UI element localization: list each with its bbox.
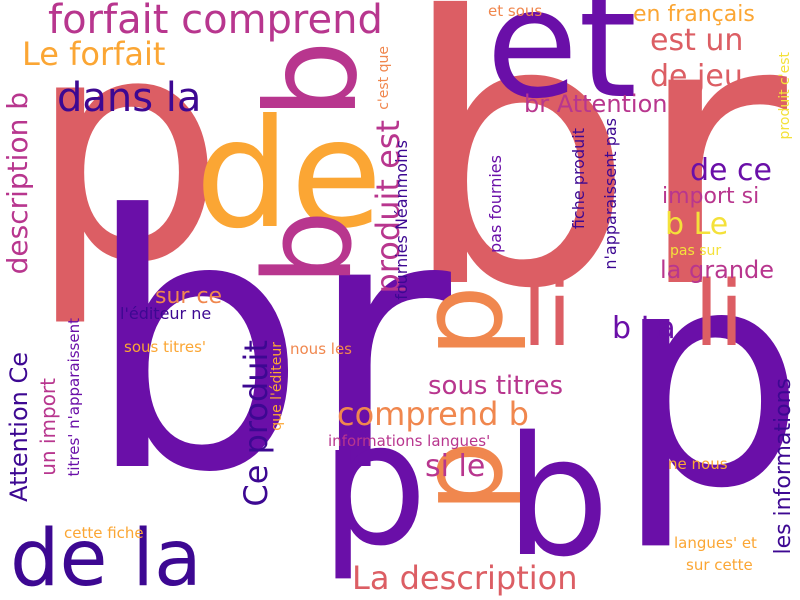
word-informations-langues: informations langues' — [328, 432, 491, 450]
word-pas-sur: pas sur — [670, 243, 722, 259]
word-cest-que: c'est que — [376, 46, 392, 110]
word-attention-ce: Attention Ce — [5, 352, 33, 502]
word-sous-titres: sous titres — [428, 371, 564, 401]
word-de-ce: de ce — [690, 153, 772, 188]
word-nous-les: nous les — [290, 340, 352, 358]
word-li-left: li — [522, 262, 573, 367]
word-un-import: un import — [36, 378, 60, 476]
word-et: et — [486, 0, 638, 132]
word-b-le: b Le — [665, 207, 729, 242]
word-lediteur-ne: l'éditeur ne — [120, 304, 212, 323]
word-p-mid: p — [320, 386, 428, 584]
word-b-lower: b — [505, 401, 610, 593]
word-sur-cette: sur cette — [686, 556, 753, 574]
word-le-forfait: Le forfait — [22, 35, 166, 73]
word-dans-la: dans la — [57, 75, 202, 121]
word-en-francais: en français — [633, 2, 755, 27]
word-sur-ce: sur ce — [155, 284, 223, 309]
word-et-sous: et sous — [488, 2, 543, 20]
word-fournies-neanmoins: fournies Néanmoins — [392, 140, 411, 300]
word-b-upper: b — [240, 40, 385, 120]
word-b-center: b — [240, 210, 379, 287]
word-sous-titres-q: sous titres' — [124, 338, 207, 356]
word-description-b: description b — [1, 92, 34, 275]
word-si-le: si le — [425, 449, 486, 484]
word-ce-produit: Ce produit — [237, 340, 275, 507]
word-br-big: br — [400, 0, 787, 370]
word-comprend-b: comprend b — [337, 395, 529, 433]
word-br-attention: br Attention — [524, 90, 668, 118]
word-forfait-comprend: forfait comprend — [48, 0, 383, 43]
word-b-la: b La — [612, 311, 676, 346]
word-pas-fournies: pas fournies — [486, 155, 505, 254]
word-la-grande: la grande — [660, 256, 775, 284]
word-napparaissent-pas: n'apparaissent pas — [601, 118, 620, 270]
word-cette-fiche: cette fiche — [64, 524, 144, 542]
word-langues-et: langues' et — [674, 534, 757, 552]
word-li-right: li — [694, 262, 745, 367]
word-import-si: import si — [662, 184, 760, 209]
word-la-description: La description — [352, 559, 578, 597]
word-de-jeu: de jeu — [650, 59, 743, 94]
word-produit-cest: produit c'est — [777, 52, 793, 140]
word-br-bottom: br — [85, 141, 452, 549]
word-p-big: p — [28, 0, 225, 331]
word-de-la: de la — [10, 514, 202, 600]
word-est-un: est un — [650, 23, 744, 58]
word-que-lediteur: que l'éditeur — [269, 342, 285, 431]
word-titres-napparaissent: titres' n'apparaissent — [65, 318, 83, 477]
word-p-right: p — [615, 205, 800, 554]
word-fiche-produit: fiche produit — [569, 128, 588, 230]
word-de: de — [195, 88, 383, 262]
word-les-informations: les informations — [771, 378, 796, 555]
word-p-center: p — [395, 285, 529, 358]
word-ne-nous: ne nous — [668, 455, 728, 473]
